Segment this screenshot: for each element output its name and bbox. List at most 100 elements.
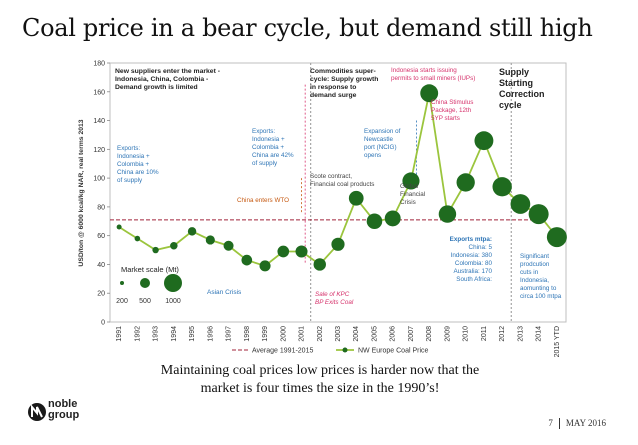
annotation-production-cuts-line-3: cuts in [520,269,539,276]
annotation-exports-mtpa-line-3: Indonesia: 380 [451,252,493,259]
annotation-exports-2001-line-3: Colombia + [252,144,284,151]
y-tick-label: 80 [97,204,105,211]
price-point-1998 [241,254,253,266]
plot-area [109,62,567,323]
annotation-ncig-line-3: port (NCIG) [364,144,397,151]
x-tick-label: 2005 [371,326,378,342]
annotation-exports-mtpa-line-5: Australia: 170 [453,268,492,275]
price-point-2011 [474,131,494,151]
x-tick-label: 2001 [299,326,306,342]
phase-title-2-line-1: Commodities super- [310,68,376,75]
annotation-production-cuts-line-1: Significant [520,253,549,260]
x-tick-label: 1996 [207,326,214,342]
annotation-exports-2001-line-1: Exports: [252,128,275,135]
price-point-1991 [116,224,122,230]
annotation-exports-mtpa-line-4: Colombia: 80 [455,260,493,267]
phase-title-3-line-1: Supply [499,67,529,77]
logo-wordmark: noble group [48,399,79,421]
annotation-exports-2001-line-2: Indonesia + [252,136,285,143]
price-point-2003 [331,237,345,251]
annotation-asian-crisis: Asian Crisis [207,289,242,296]
annotation-china-stimulus-line-2: Package, 12th [431,107,472,114]
y-tick-label: 140 [93,118,105,125]
x-tick-label: 2006 [390,326,397,342]
annotation-production-cuts-line-6: circa 100 mtpa [520,293,562,300]
price-point-2000 [277,245,290,258]
y-tick-label: 60 [97,233,105,240]
annotation-exports-mtpa-line-6: South Africa: [456,276,492,283]
price-point-2007 [402,172,420,190]
x-tick-label: 1991 [116,326,123,342]
y-tick-label: 40 [97,262,105,269]
noble-logo-icon [28,403,46,421]
phase-title-2-line-2: cycle: Supply growth [310,76,378,83]
annotation-china-stimulus-line-3: 5YP starts [431,115,460,122]
annotation-exports-1991-line-4: China are 10% [117,169,159,176]
annotation-exports-1991-line-5: of supply [117,177,143,184]
market-scale-title: Market scale (Mt) [121,265,179,274]
annotation-production-cuts-line-5: aomunting to [520,285,557,292]
x-tick-label: 2012 [499,326,506,342]
y-axis-label: USD/ton @ 6000 kcal/kg NAR, real terms 2… [78,119,85,266]
x-tick-label: 2013 [517,326,524,342]
annotation-iups-line-2: permits to small miners (IUPs) [391,75,475,82]
market-scale-label-1000: 1000 [165,298,181,305]
annotation-ncig-line-2: Newcastle [364,136,394,143]
price-point-2009 [438,205,457,223]
x-tick-label: 2015 YTD [554,326,561,357]
price-point-2006 [384,210,401,227]
annotation-kpc-line-1: Sale of KPC [315,291,350,298]
annotation-exports-2001-line-5: of supply [252,160,278,167]
slide-footer: 7 MAY 2016 [548,418,606,430]
annotation-gfc-line-1: Global [400,183,418,190]
annotation-ncig-line-1: Expansion of [364,128,401,135]
x-tick-label: 1995 [189,326,196,342]
market-scale-bubble-200 [120,281,124,285]
price-point-2010 [456,173,475,192]
annotation-exports-2001-line-4: China are 42% [252,152,294,159]
price-point-2012 [492,177,512,197]
page-number: 7 [548,418,553,428]
x-tick-label: 1998 [244,326,251,342]
phase-title-2-line-3: in response to [310,84,356,91]
footer-divider [558,418,560,430]
phase-title-1-line-1: New suppliers enter the market - [115,68,220,75]
phase-title-3-line-2: Starting [499,78,533,88]
y-tick-label: 180 [93,61,105,68]
x-tick-label: 1993 [153,326,160,342]
x-tick-label: 2004 [353,326,360,342]
annotation-exports-1991-line-3: Colombia + [117,161,149,168]
x-tick-label: 2010 [463,326,470,342]
x-tick-label: 2007 [408,326,415,342]
x-tick-label: 2014 [536,326,543,342]
y-tick-label: 160 [93,89,105,96]
caption-line-1: Maintaining coal prices low prices is ha… [160,363,480,378]
annotation-production-cuts-line-2: prodcution [520,261,550,268]
price-point-2001 [295,245,308,258]
market-scale-bubble-500 [140,278,150,288]
slide-date: MAY 2016 [565,418,606,428]
phase-title-3-line-3: Correction [499,89,545,99]
market-scale-label-200: 200 [116,298,128,305]
x-tick-label: 2000 [280,326,287,342]
annotation-production-cuts-line-4: Indonesia, [520,277,549,284]
logo-line-1: noble [48,398,78,410]
price-point-2002 [313,258,326,271]
price-point-1996 [205,235,215,245]
y-tick-label: 120 [93,147,105,154]
price-point-1999 [259,260,271,272]
phase-title-2-line-4: demand surge [310,92,357,99]
x-tick-label: 2003 [335,326,342,342]
y-tick-label: 100 [93,176,105,183]
annotation-china-wto: China enters WTO [237,197,289,204]
annotation-scote-line-1: Scote contract, [310,173,352,180]
price-point-2005 [366,213,383,230]
x-tick-label: 2008 [426,326,433,342]
annotation-exports-1991-line-1: Exports: [117,145,140,152]
slide-title: Coal price in a bear cycle, but demand s… [22,14,593,42]
phase-title-3-line-4: cycle [499,100,522,110]
annotation-kpc-line-2: BP Exits Coal [315,299,354,306]
x-tick-label: 1992 [134,326,141,342]
price-point-1992 [134,235,141,242]
